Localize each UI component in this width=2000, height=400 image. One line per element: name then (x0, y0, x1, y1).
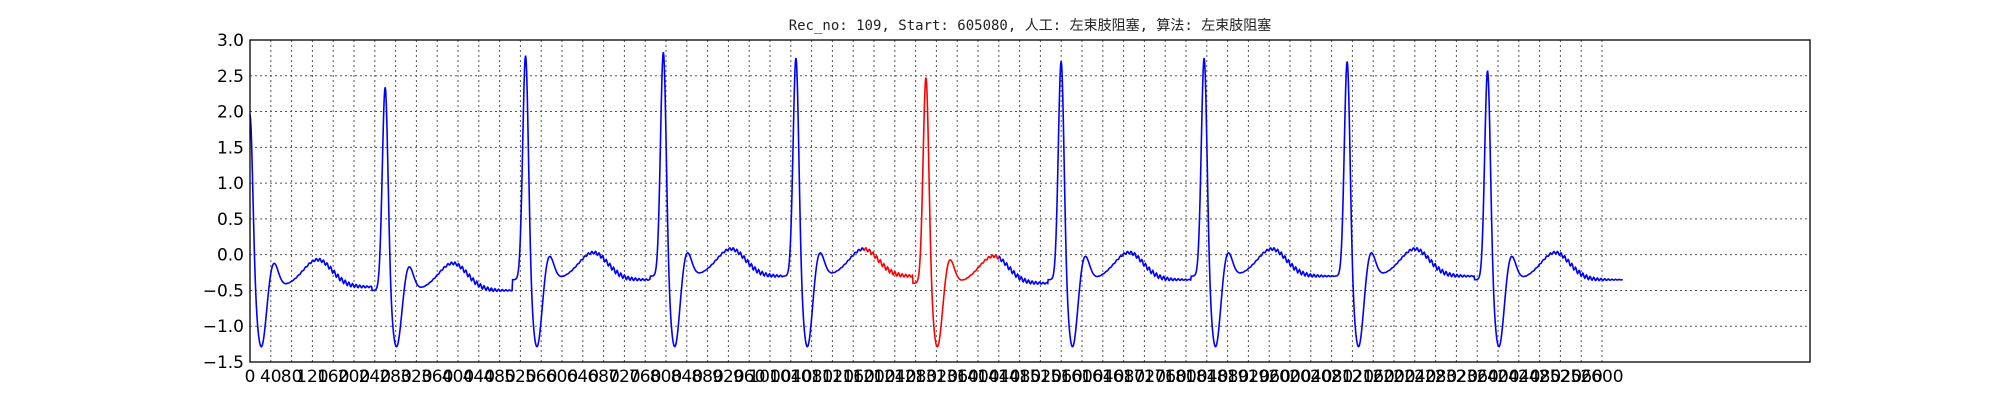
x-tick-label: 1880 (1206, 367, 1249, 387)
x-tick-label: 1000 (748, 367, 791, 387)
x-tick-label: 1160 (832, 367, 875, 387)
y-ticks: −1.5 −1.0 −0.5 0.0 0.5 1.0 1.5 2.0 2.5 3.0 (203, 31, 244, 373)
x-tick-label: 320 (400, 367, 432, 387)
x-tick-label: 1040 (769, 367, 812, 387)
y-tick-label: −1.5 (203, 353, 244, 373)
x-tick-label: 1720 (1123, 367, 1166, 387)
x-tick-label: 1480 (998, 367, 1041, 387)
x-tick-label: 2560 (1560, 367, 1603, 387)
y-tick-label: 0.0 (217, 246, 244, 266)
y-tick-label: 1.5 (217, 138, 244, 158)
x-tick-label: 2320 (1435, 367, 1478, 387)
x-tick-label: 960 (733, 367, 765, 387)
x-tick-label: 800 (650, 367, 682, 387)
x-tick-label: 2360 (1456, 367, 1499, 387)
x-tick-label: 1280 (894, 367, 937, 387)
x-tick-label: 840 (671, 367, 703, 387)
x-tick-label: 2280 (1414, 367, 1457, 387)
x-tick-label: 480 (483, 367, 515, 387)
x-tick-label: 1800 (1164, 367, 1207, 387)
x-tick-label: 2120 (1331, 367, 1374, 387)
x-tick-label: 240 (359, 367, 391, 387)
x-tick-label: 80 (281, 367, 303, 387)
x-tick-label: 2520 (1539, 367, 1582, 387)
x-tick-label: 640 (567, 367, 599, 387)
y-tick-label: −0.5 (203, 281, 244, 301)
x-tick-label: 160 (317, 367, 349, 387)
x-tick-label: 520 (504, 367, 536, 387)
x-tick-label: 1240 (873, 367, 916, 387)
y-tick-label: 2.5 (217, 67, 244, 87)
x-tick-label: 2600 (1580, 367, 1623, 387)
x-tick-label: 280 (379, 367, 411, 387)
x-tick-label: 120 (296, 367, 328, 387)
x-tick-label: 1440 (977, 367, 1020, 387)
series-group (249, 52, 1623, 348)
chart-title: Rec_no: 109, Start: 605080, 人工: 左束肢阻塞, 算… (789, 17, 1272, 34)
x-tick-label: 2480 (1518, 367, 1561, 387)
x-tick-label: 2000 (1268, 367, 1311, 387)
y-tick-label: −1.0 (203, 317, 244, 337)
x-tick-label: 1920 (1227, 367, 1270, 387)
signal-line-highlight (863, 77, 1000, 348)
x-tick-label: 1320 (915, 367, 958, 387)
x-tick-label: 1560 (1040, 367, 1083, 387)
x-tick-label: 2400 (1476, 367, 1519, 387)
x-tick-label: 40 (260, 367, 282, 387)
plot-frame (249, 39, 1811, 363)
x-tick-label: 2200 (1372, 367, 1415, 387)
x-tick-label: 1120 (811, 367, 854, 387)
x-tick-label: 2160 (1352, 367, 1395, 387)
x-tick-label: 600 (546, 367, 578, 387)
y-tick-label: 2.0 (217, 103, 244, 123)
x-tick-label: 1400 (956, 367, 999, 387)
x-tick-label: 720 (608, 367, 640, 387)
x-tick-label: 2440 (1497, 367, 1540, 387)
x-tick-label: 1760 (1144, 367, 1187, 387)
x-tick-label: 1520 (1019, 367, 1062, 387)
x-tick-label: 200 (338, 367, 370, 387)
x-tick-label: 440 (463, 367, 495, 387)
x-tick-label: 360 (421, 367, 453, 387)
x-tick-label: 1840 (1185, 367, 1228, 387)
x-tick-label: 1640 (1081, 367, 1124, 387)
x-tick-label: 1360 (936, 367, 979, 387)
x-tick-label: 400 (442, 367, 474, 387)
x-ticks: 0 40 8012016020024028032036040044048052056… (245, 367, 1624, 387)
x-tick-label: 1200 (852, 367, 895, 387)
y-tick-label: 0.5 (217, 210, 244, 230)
signal-line-after (998, 57, 1623, 348)
x-tick-label: 0 (245, 367, 256, 387)
x-tick-label: 2040 (1289, 367, 1332, 387)
signal-line-before (249, 52, 865, 348)
y-tick-label: 1.0 (217, 174, 244, 194)
x-tick-label: 1960 (1248, 367, 1291, 387)
x-tick-label: 880 (691, 367, 723, 387)
x-tick-label: 1080 (790, 367, 833, 387)
x-tick-label: 760 (629, 367, 661, 387)
grid (249, 39, 1810, 363)
y-tick-label: 3.0 (217, 31, 244, 51)
x-tick-label: 920 (712, 367, 744, 387)
x-tick-label: 2080 (1310, 367, 1353, 387)
x-tick-label: 1680 (1102, 367, 1145, 387)
x-tick-label: 1600 (1060, 367, 1103, 387)
x-tick-label: 560 (525, 367, 557, 387)
x-tick-label: 680 (587, 367, 619, 387)
x-tick-label: 2240 (1393, 367, 1436, 387)
